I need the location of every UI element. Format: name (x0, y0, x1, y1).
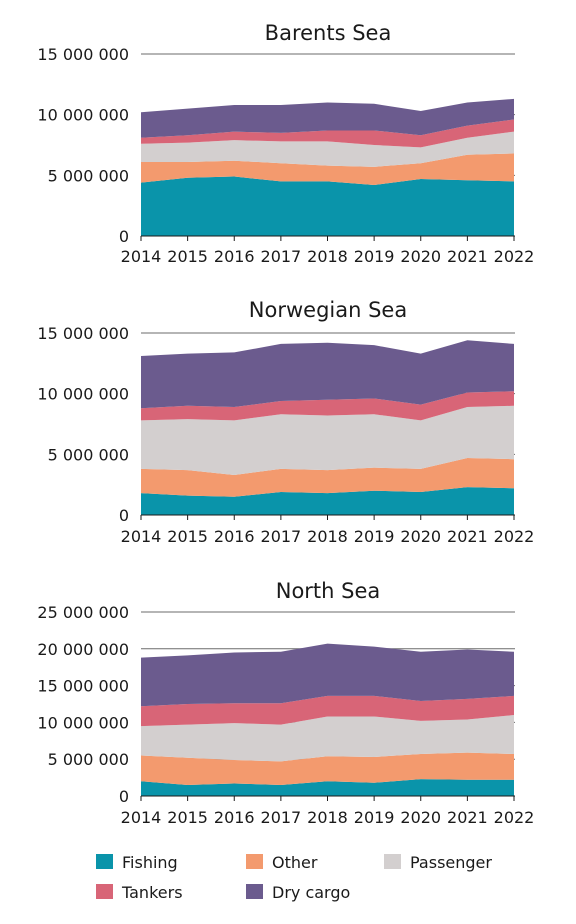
charts-container: Barents Sea 0 5 000 000 10 000 000 15 000 00… (37, 21, 534, 827)
area-passenger (141, 131, 514, 167)
x-tick-label: 2018 (307, 527, 348, 546)
legend-item-passenger: Passenger (384, 853, 492, 872)
x-tick-label: 2019 (354, 247, 395, 266)
x-tick-label: 2016 (214, 527, 255, 546)
y-tick-label: 5 000 000 (48, 445, 129, 464)
legend-swatch (96, 854, 113, 869)
y-tick-label: 15 000 000 (37, 677, 129, 696)
legend-item-other: Other (246, 853, 318, 872)
y-tick-label: 10 000 000 (37, 713, 129, 732)
legend-label: Other (272, 853, 318, 872)
x-tick-label: 2016 (214, 247, 255, 266)
y-tick-label: 15 000 000 (37, 324, 129, 343)
area-other (141, 153, 514, 186)
x-tick-label: 2020 (400, 808, 441, 827)
area-tankers (141, 119, 514, 148)
chart-norwegian-sea: Norwegian Sea 0 5 000 000 10 000 000 15 000 … (37, 298, 534, 546)
chart-title: North Sea (276, 579, 381, 603)
legend-label: Tankers (121, 883, 183, 902)
y-tick-label: 5 000 000 (48, 750, 129, 769)
legend-label: Fishing (122, 853, 178, 872)
area-tankers (141, 391, 514, 421)
area-passenger (141, 715, 514, 762)
legend-item-fishing: Fishing (96, 853, 178, 872)
x-tick-label: 2015 (167, 247, 208, 266)
y-tick-label: 20 000 000 (37, 640, 129, 659)
x-tick-label: 2022 (494, 527, 535, 546)
y-tick-label: 0 (119, 787, 129, 806)
chart-title: Barents Sea (265, 21, 392, 45)
area-dry-cargo (141, 98, 514, 138)
y-tick-label: 0 (119, 227, 129, 246)
x-tick-label: 2022 (494, 808, 535, 827)
area-dry-cargo (141, 340, 514, 409)
legend-label: Passenger (410, 853, 492, 872)
chart-title: Norwegian Sea (249, 298, 407, 322)
y-tick-label: 0 (119, 506, 129, 525)
legend: Fishing Other Passenger Tankers Dry cargo (96, 853, 492, 902)
legend-swatch (246, 854, 263, 869)
x-tick-label: 2014 (121, 247, 162, 266)
y-tick-label: 15 000 000 (37, 45, 129, 64)
x-tick-label: 2017 (261, 247, 302, 266)
legend-item-dry-cargo: Dry cargo (246, 883, 350, 902)
y-tick-label: 10 000 000 (37, 385, 129, 404)
x-tick-label: 2018 (307, 247, 348, 266)
area-fishing (141, 176, 514, 236)
x-tick-label: 2021 (447, 527, 488, 546)
x-tick-label: 2016 (214, 808, 255, 827)
y-tick-label: 5 000 000 (48, 166, 129, 185)
x-tick-label: 2015 (167, 527, 208, 546)
area-fishing (141, 779, 514, 796)
x-tick-label: 2017 (261, 808, 302, 827)
legend-swatch (246, 884, 263, 899)
y-tick-label: 25 000 000 (37, 603, 129, 622)
x-tick-label: 2021 (447, 808, 488, 827)
legend-label: Dry cargo (272, 883, 350, 902)
area-passenger (141, 405, 514, 475)
x-tick-label: 2017 (261, 527, 302, 546)
area-other (141, 752, 514, 785)
x-tick-label: 2019 (354, 808, 395, 827)
legend-swatch (384, 854, 401, 869)
x-tick-label: 2022 (494, 247, 535, 266)
x-tick-label: 2020 (400, 527, 441, 546)
x-tick-label: 2020 (400, 247, 441, 266)
x-tick-label: 2021 (447, 247, 488, 266)
x-tick-label: 2018 (307, 808, 348, 827)
legend-swatch (96, 884, 113, 899)
area-dry-cargo (141, 643, 514, 707)
x-tick-label: 2014 (121, 808, 162, 827)
y-tick-label: 10 000 000 (37, 106, 129, 125)
area-other (141, 457, 514, 497)
x-tick-label: 2015 (167, 808, 208, 827)
x-tick-label: 2014 (121, 527, 162, 546)
legend-item-tankers: Tankers (96, 883, 183, 902)
chart-north-sea: North Sea 0 5 000 000 10 000 000 15 000 000 2… (37, 579, 534, 827)
area-tankers (141, 695, 514, 727)
x-tick-label: 2019 (354, 527, 395, 546)
chart-barents-sea: Barents Sea 0 5 000 000 10 000 000 15 000 00… (37, 21, 534, 266)
area-fishing (141, 487, 514, 515)
